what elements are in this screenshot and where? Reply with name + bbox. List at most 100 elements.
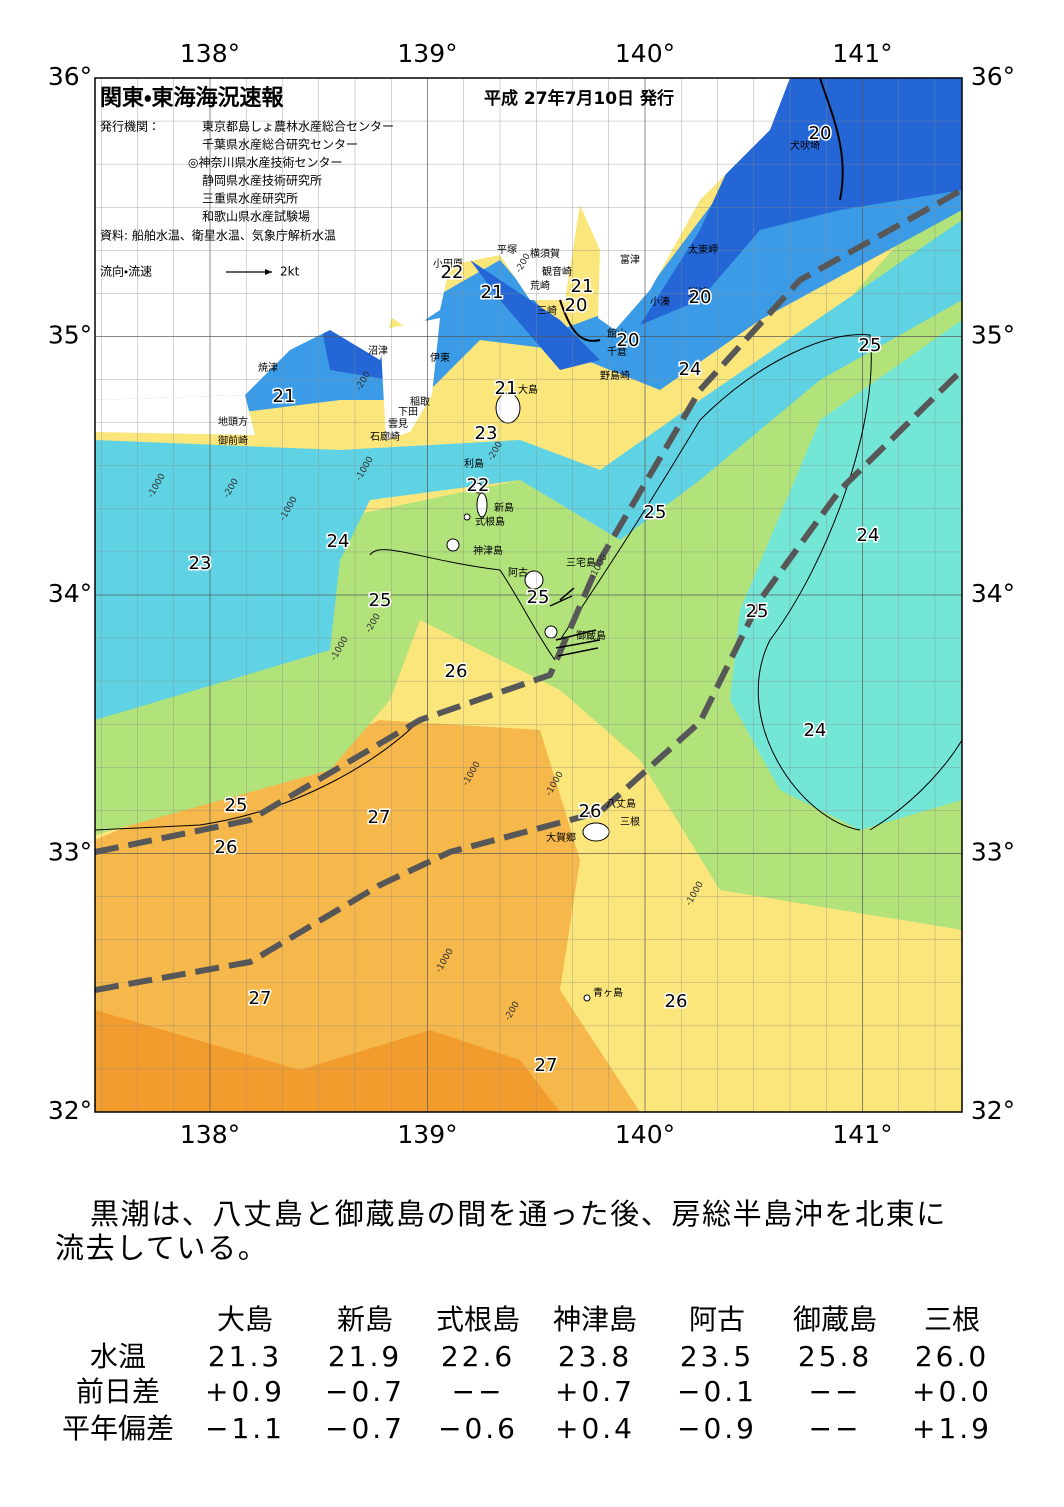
lon-label: 141° [832,1120,892,1149]
place-name: 沼津 [368,344,388,357]
isotherm-label: 27 [535,1055,558,1076]
isotherm-label: 20 [617,330,640,351]
publisher: 千葉県水産総合研究センター [202,137,358,152]
place-name: 三宅島 [566,556,596,569]
place-name: 焼津 [258,362,278,374]
lat-label: 34° [48,579,92,608]
table-cell: +0.7 [555,1375,635,1408]
isotherm-label: 26 [579,801,602,822]
table-header: 阿古 [689,1303,745,1336]
lat-label: 33° [971,838,1015,867]
place-name: 雲見 [388,418,408,430]
isotherm-label: 24 [857,525,880,546]
place-name: 富津 [620,253,640,266]
place-name: 小湊 [650,295,670,308]
place-name: 野島崎 [600,369,630,382]
isotherm-label: 20 [689,287,712,308]
place-name: 青ヶ島 [593,986,623,999]
isotherm-label: 20 [809,123,832,144]
current-arrow [559,587,575,601]
place-name: 平塚 [497,244,517,256]
table-cell: +1.9 [912,1412,992,1445]
isotherm-label: 25 [527,587,550,608]
place-name: 下田 [398,407,418,418]
isotherm-label: 27 [249,988,272,1009]
description: 黒潮は、八丈島と御蔵島の間を通った後、房総半島沖を北東に [90,1197,947,1231]
issue-date: 平成 27年7月10日 発行 [484,88,674,109]
table-header: 三根 [924,1303,980,1336]
table-cell: 21.9 [328,1340,402,1373]
title: 関東・東海海況速報 [100,85,284,111]
place-name: 御前崎 [218,434,248,447]
table-cell: −0.1 [677,1375,757,1408]
table-cell: 23.5 [680,1340,754,1373]
publisher-label: 発行機関： [100,120,160,134]
isotherm-label: 24 [679,359,702,380]
lat-label: 32° [971,1096,1015,1125]
current-arrow [555,639,601,649]
isotherm-label: 21 [495,378,518,399]
sources: 資料: 船舶水温、衛星水温、気象庁解析水温 [100,228,336,243]
table-cell: +0.0 [912,1375,992,1408]
publisher: ◎神奈川県水産技術センター [188,155,342,170]
lat-label: 32° [48,1096,92,1125]
table-cell: −0.9 [677,1412,757,1445]
table-cell: 25.8 [798,1340,872,1373]
place-name: 勝浦 [688,286,708,299]
current-arrow [555,629,597,641]
place-name: 神津島 [473,544,503,557]
isotherm-label: 21 [571,276,594,297]
isotherm-label: 25 [644,502,667,523]
place-name: 御蔵島 [576,629,606,642]
isotherm-label: 24 [327,531,350,552]
isotherm [95,719,421,831]
place-name: 稲取 [410,396,430,408]
publisher: 三重県水産研究所 [202,192,298,206]
sea-temperature-map [95,78,962,1112]
lat-label: 36° [48,62,92,91]
place-name: 新島 [494,501,514,514]
map-frame [94,77,963,1113]
table-cell: −0.6 [438,1412,518,1445]
isotherm-label: 25 [859,335,882,356]
isotherm [559,299,601,342]
scale-arrow-head [265,269,272,275]
sea-green [95,170,962,930]
place-name: 八丈島 [606,797,636,810]
row-label: 前日差 [76,1375,160,1408]
kuroshio-edge [95,367,962,993]
lon-label: 140° [615,39,675,68]
isotherm [819,78,844,201]
lat-label: 35° [971,321,1015,350]
place-name: 阿古 [508,566,528,579]
isotherm [559,333,872,831]
isotherm-label: 24 [804,720,827,741]
isotherm-label: 20 [565,295,588,316]
description: 流去している。 [55,1231,268,1265]
isotherm-label: 23 [475,423,498,444]
table-header: 大島 [217,1303,273,1336]
island [495,392,521,424]
place-name: 伊東 [430,351,450,364]
current-arrow [549,595,573,607]
place-name: 大賀郷 [546,831,576,844]
isotherm-label: 25 [369,590,392,611]
isotherm-label: 26 [445,661,468,682]
table-cell: −0.7 [325,1412,405,1445]
table-cell: 26.0 [915,1340,989,1373]
place-name: 小田原 [433,258,463,270]
isotherms [95,78,962,831]
place-name: 三崎 [537,304,557,317]
table-cell: −− [809,1375,862,1408]
table-cell: 23.8 [558,1340,632,1373]
publisher: 東京都島しょ農林水産総合センター [202,119,394,134]
island [446,538,460,552]
land-shizuoka [95,395,255,435]
table-cell: −− [452,1375,505,1408]
island [544,625,558,639]
lat-label: 33° [48,838,92,867]
table-header: 神津島 [553,1303,637,1336]
graticule [95,78,962,1112]
